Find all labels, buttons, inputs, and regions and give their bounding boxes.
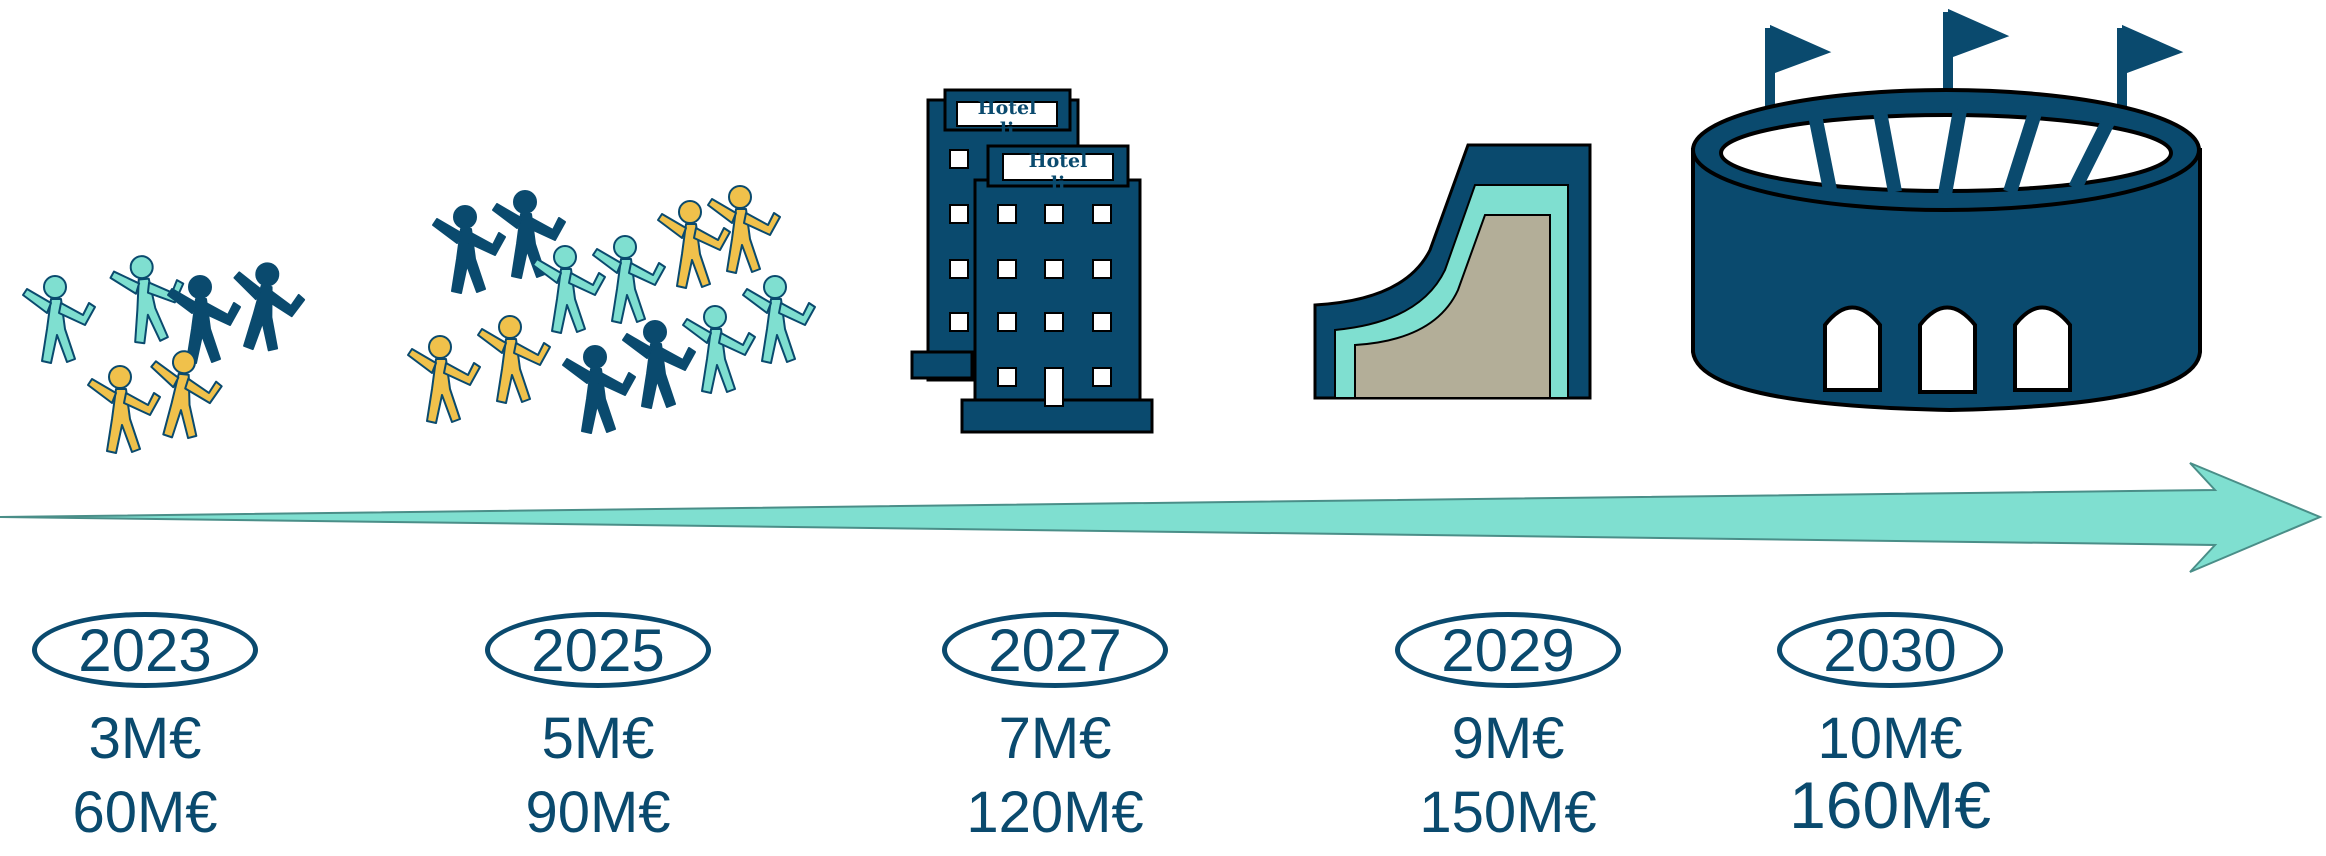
amount-primary: 9M€	[1451, 706, 1565, 771]
hotel-buildings-icon: Hotel li Hotel li	[910, 88, 1154, 434]
milestone-2030: 2030 10M€ 160M€	[1760, 612, 2020, 842]
amount-secondary: 120M€	[966, 780, 1144, 845]
amount-secondary: 90M€	[525, 780, 671, 845]
amount-secondary: 60M€	[72, 780, 218, 845]
large-crowd-icon	[407, 185, 816, 434]
year-label: 2030	[1823, 616, 1957, 684]
hotel-building-front: Hotel li	[949, 144, 1154, 434]
milestone-2025: 2025 5M€ 90M€	[468, 612, 728, 850]
milestone-2023: 2023 3M€ 60M€	[15, 612, 275, 850]
amount-secondary: 150M€	[1419, 780, 1597, 845]
year-label: 2025	[531, 616, 665, 684]
hotel-sign-front-line2: li	[1051, 173, 1065, 195]
timeline-arrow	[0, 462, 2323, 573]
year-badge: 2027	[942, 612, 1168, 688]
amount-primary: 5M€	[541, 706, 655, 771]
amount-secondary: 160M€	[1789, 768, 1991, 842]
year-label: 2023	[78, 616, 212, 684]
amount-primary: 7M€	[998, 706, 1112, 771]
hotel-sign-back-line2: li	[1000, 119, 1014, 141]
ski-slope-icon	[1313, 143, 1592, 400]
amount-primary: 3M€	[88, 706, 202, 771]
year-label: 2027	[988, 616, 1122, 684]
amount-primary: 10M€	[1817, 706, 1963, 771]
milestone-2029: 2029 9M€ 150M€	[1378, 612, 1638, 850]
year-badge: 2029	[1395, 612, 1621, 688]
stadium-icon	[1691, 8, 2202, 413]
hotel-sign-back: Hotel	[978, 97, 1037, 119]
hotel-sign-front: Hotel	[1029, 150, 1088, 172]
year-badge: 2030	[1777, 612, 2003, 688]
hotel-windows	[949, 204, 1112, 407]
year-label: 2029	[1441, 616, 1575, 684]
year-badge: 2025	[485, 612, 711, 688]
small-crowd-icon	[22, 251, 310, 454]
year-badge: 2023	[32, 612, 258, 688]
milestone-2027: 2027 7M€ 120M€	[925, 612, 1185, 850]
